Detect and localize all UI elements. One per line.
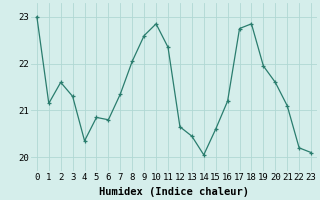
X-axis label: Humidex (Indice chaleur): Humidex (Indice chaleur) [99,187,249,197]
